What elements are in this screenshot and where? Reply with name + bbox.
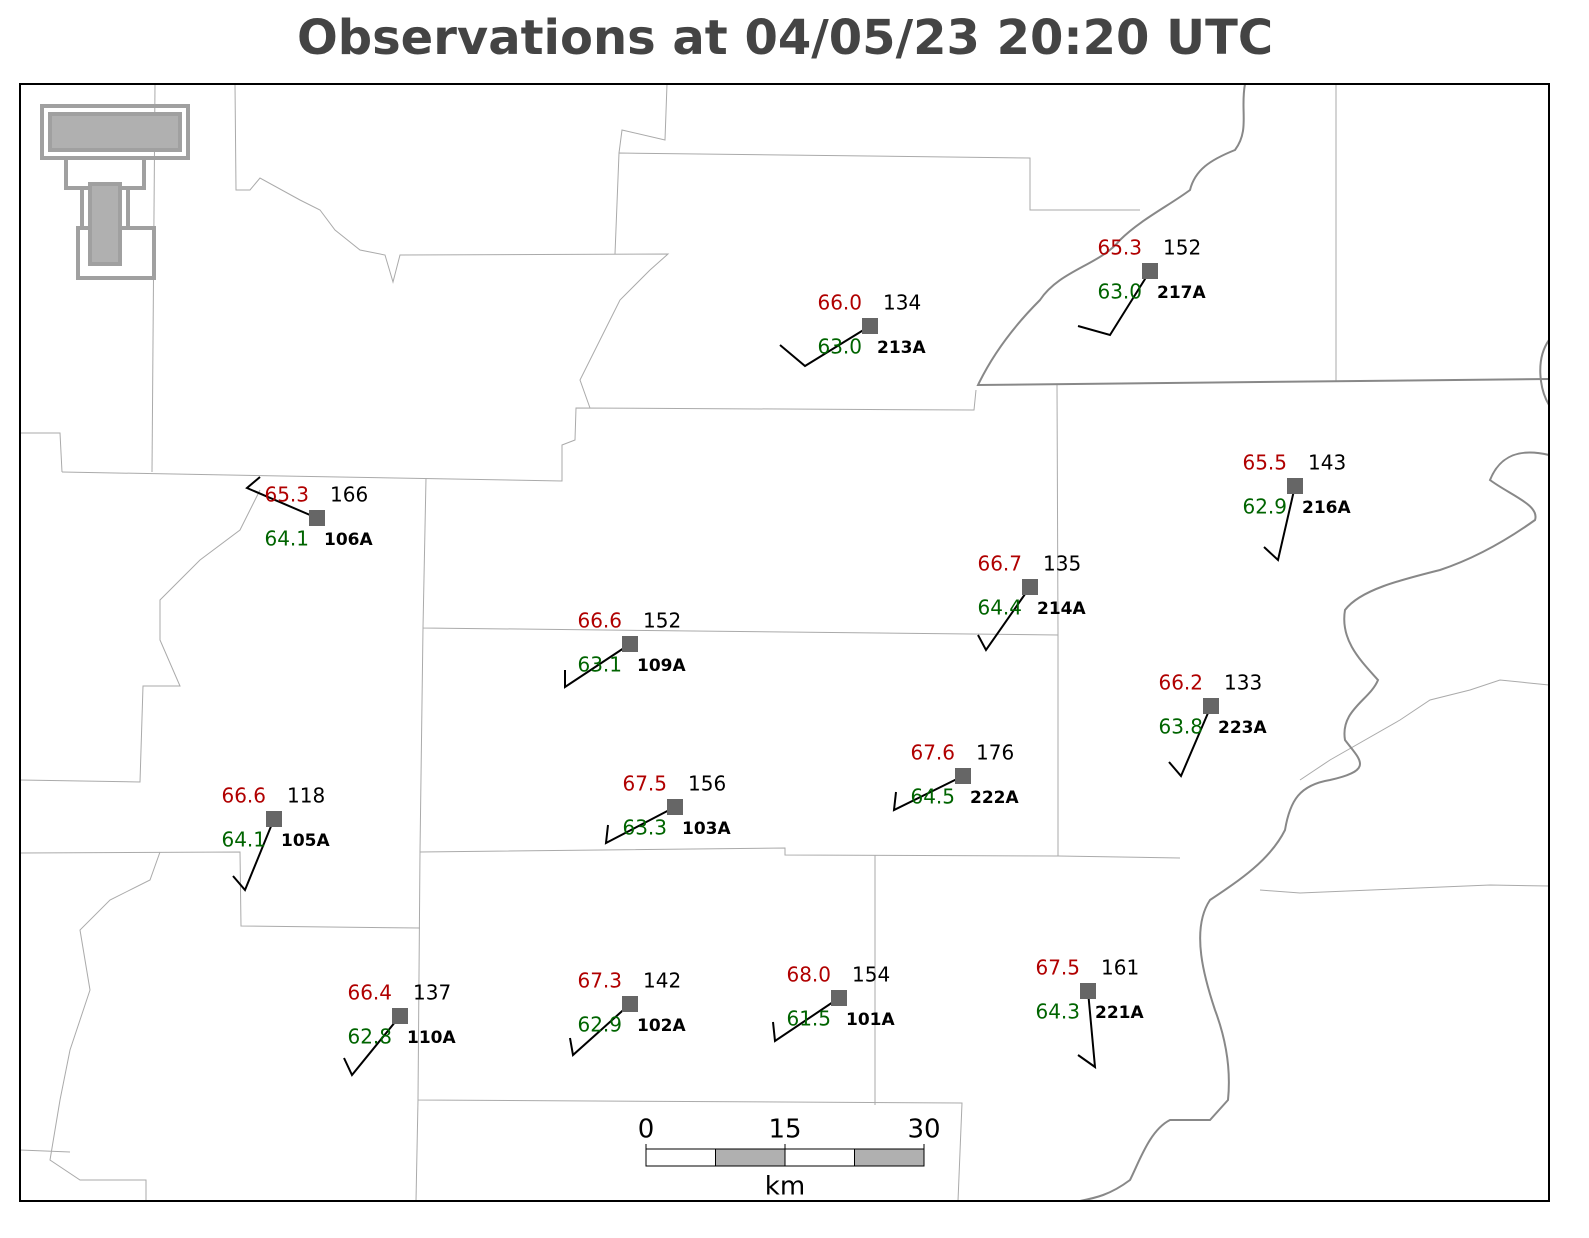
station-id: 110A [407, 1028, 456, 1048]
dewpoint: 64.4 [977, 596, 1022, 620]
dewpoint: 64.5 [910, 785, 955, 809]
station-marker [309, 510, 325, 526]
scale-segment [645, 1148, 716, 1167]
pressure: 154 [852, 963, 890, 987]
dewpoint: 61.5 [786, 1007, 831, 1031]
pressure: 134 [883, 291, 921, 315]
station-id: 101A [846, 1010, 895, 1030]
pressure: 143 [1308, 451, 1346, 475]
wind-barb [1077, 270, 1151, 337]
map-boundaries [19, 83, 1550, 1202]
temperature: 65.3 [264, 483, 309, 507]
wind-barb [232, 818, 275, 892]
wind-barb [772, 997, 840, 1043]
dewpoint: 63.3 [622, 816, 667, 840]
pressure: 156 [688, 772, 726, 796]
station-marker [667, 799, 683, 815]
wind-barb [604, 806, 676, 845]
wind-barb [343, 1015, 401, 1077]
station-marker [1142, 263, 1158, 279]
temperature: 65.5 [1242, 451, 1287, 475]
pressure: 176 [976, 741, 1014, 765]
dewpoint: 64.1 [264, 527, 309, 551]
dewpoint: 63.0 [817, 335, 862, 359]
wind-barb [1168, 705, 1212, 778]
wind-barb [564, 643, 631, 689]
station-id: 106A [324, 530, 373, 550]
station-id: 102A [637, 1016, 686, 1036]
pressure: 152 [1163, 236, 1201, 260]
dewpoint: 62.9 [1242, 495, 1287, 519]
temperature: 67.6 [910, 741, 955, 765]
pressure: 135 [1043, 552, 1081, 576]
temperature: 66.7 [977, 552, 1022, 576]
temperature: 67.3 [577, 969, 622, 993]
temperature: 66.6 [221, 784, 266, 808]
temperature: 67.5 [622, 772, 667, 796]
scale-segment [784, 1148, 855, 1167]
temperature: 66.2 [1158, 671, 1203, 695]
station-marker [1080, 983, 1096, 999]
wind-barb [892, 775, 964, 812]
pressure: 166 [330, 483, 368, 507]
station-id: 103A [682, 819, 731, 839]
temperature: 68.0 [786, 963, 831, 987]
station-marker [266, 811, 282, 827]
dewpoint: 64.3 [1035, 1000, 1080, 1024]
pressure: 152 [643, 609, 681, 633]
pressure: 137 [413, 981, 451, 1005]
station-marker [831, 990, 847, 1006]
pressure: 142 [643, 969, 681, 993]
wind-barb [977, 586, 1031, 652]
dewpoint: 62.9 [577, 1013, 622, 1037]
station-marker [955, 768, 971, 784]
wind-barb [1263, 485, 1296, 562]
pressure: 133 [1224, 671, 1262, 695]
title: Observations at 04/05/23 20:20 UTC [297, 10, 1273, 66]
station-marker [622, 996, 638, 1012]
dewpoint: 63.8 [1158, 715, 1203, 739]
dewpoint: 63.1 [577, 653, 622, 677]
station-id: 223A [1218, 718, 1267, 738]
wind-barb [779, 325, 871, 368]
station-marker [622, 636, 638, 652]
dewpoint: 63.0 [1097, 280, 1142, 304]
scale-unit: km [765, 1172, 805, 1202]
station-id: 221A [1095, 1003, 1144, 1023]
station-marker [1203, 698, 1219, 714]
temperature: 67.5 [1035, 956, 1080, 980]
station-id: 216A [1302, 498, 1351, 518]
scale-segment [715, 1148, 786, 1167]
scale-segment [854, 1148, 925, 1167]
station-marker [392, 1008, 408, 1024]
wind-barb [569, 1003, 631, 1057]
scale-tick-label: 30 [907, 1115, 940, 1145]
dewpoint: 64.1 [221, 828, 266, 852]
station-marker [862, 318, 878, 334]
logo [40, 104, 190, 280]
station-marker [1287, 478, 1303, 494]
station-id: 214A [1037, 599, 1086, 619]
scale-tick-label: 0 [638, 1115, 655, 1145]
station-id: 105A [281, 831, 330, 851]
station-id: 217A [1157, 283, 1206, 303]
temperature: 66.0 [817, 291, 862, 315]
pressure: 118 [287, 784, 325, 808]
pressure: 161 [1101, 956, 1139, 980]
wind-barb [245, 476, 318, 519]
map-frame [19, 83, 1550, 1202]
station-id: 222A [970, 788, 1019, 808]
temperature: 66.6 [577, 609, 622, 633]
temperature: 65.3 [1097, 236, 1142, 260]
dewpoint: 62.8 [347, 1025, 392, 1049]
scale-tick-label: 15 [768, 1115, 801, 1145]
station-marker [1022, 579, 1038, 595]
wind-barb [1077, 990, 1097, 1070]
temperature: 66.4 [347, 981, 392, 1005]
station-id: 213A [877, 338, 926, 358]
station-id: 109A [637, 656, 686, 676]
